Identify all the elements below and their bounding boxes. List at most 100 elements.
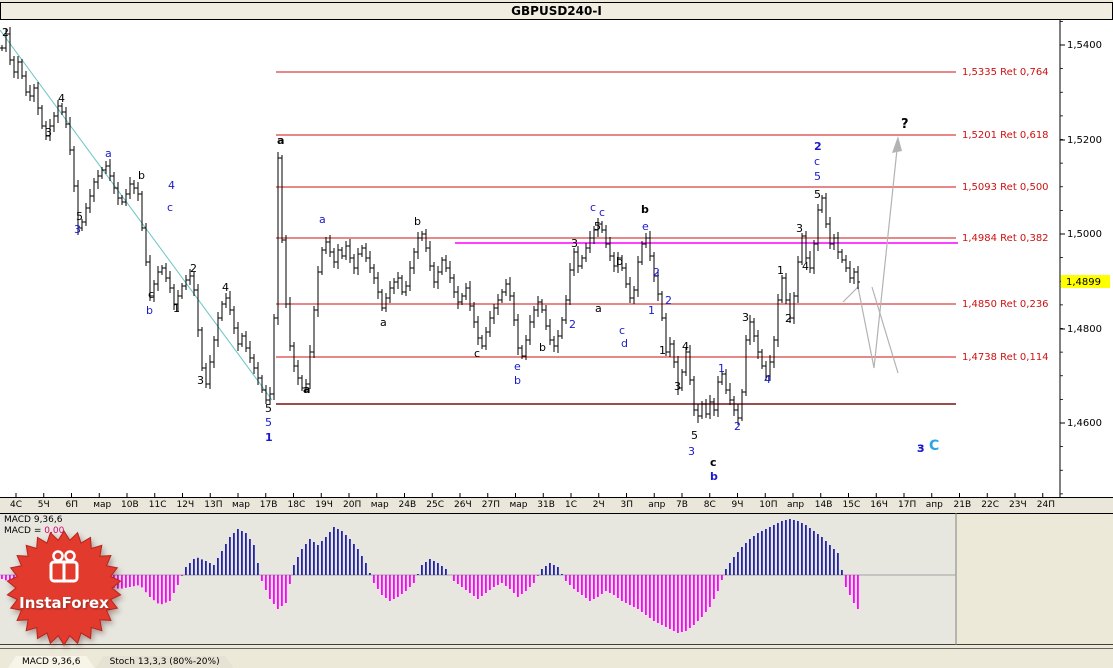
macd-bar-negative <box>517 575 519 597</box>
macd-bar-negative <box>5 575 7 581</box>
wave-label: a <box>277 134 284 147</box>
macd-bar-negative <box>161 575 163 605</box>
x-axis-label: 8С <box>703 500 716 510</box>
wave-label: 5 <box>814 170 821 183</box>
macd-indicator-panel[interactable] <box>0 513 1113 645</box>
macd-bar-positive <box>545 566 547 575</box>
wave-label: 3 <box>796 222 803 235</box>
macd-bar-positive <box>421 565 423 575</box>
macd-bar-positive <box>741 547 743 575</box>
x-axis-label: 18С <box>287 500 306 510</box>
macd-bar-negative <box>713 575 715 599</box>
macd-bar-positive <box>773 525 775 575</box>
macd-title: MACD 9,36,6 <box>4 515 63 525</box>
wave-label: 4 <box>168 179 175 192</box>
macd-bar-negative <box>181 575 183 576</box>
macd-bar-positive <box>821 537 823 575</box>
macd-bar-negative <box>593 575 595 599</box>
macd-bar-negative <box>125 575 127 588</box>
macd-bar-negative <box>605 575 607 591</box>
macd-bar-negative <box>585 575 587 598</box>
macd-bar-positive <box>785 520 787 575</box>
macd-bar-negative <box>157 575 159 604</box>
macd-bar-positive <box>213 565 215 575</box>
macd-bar-negative <box>401 575 403 594</box>
wave-label: 4 <box>682 340 689 353</box>
macd-bar-negative <box>477 575 479 599</box>
wave-label: b <box>138 169 145 182</box>
macd-bar-negative <box>457 575 459 584</box>
instaforex-starburst-icon <box>6 530 122 646</box>
chart-title-bar: GBPUSD240-I <box>0 2 1113 20</box>
wave-label: c <box>619 324 625 337</box>
gift-bow-right <box>64 550 76 562</box>
x-axis-label: 12Ч <box>176 500 195 510</box>
current-price-tag <box>1061 275 1110 288</box>
macd-bar-negative <box>609 575 611 593</box>
fib-level-label: 1,5335 Ret 0,764 <box>962 67 1049 78</box>
wave-label: a <box>319 213 326 226</box>
macd-bar-positive <box>189 563 191 575</box>
macd-bar-positive <box>353 544 355 575</box>
macd-bar-negative <box>385 575 387 598</box>
tab-stoch[interactable]: Stoch 13,3,3 (80%-20%) <box>96 656 234 668</box>
macd-bar-negative <box>681 575 683 632</box>
macd-bar-positive <box>761 531 763 575</box>
macd-bar-positive <box>753 536 755 575</box>
macd-bar-negative <box>625 575 627 603</box>
macd-bar-negative <box>265 575 267 590</box>
macd-bar-negative <box>289 575 291 584</box>
macd-bar-negative <box>709 575 711 607</box>
wave-label: ? <box>901 117 909 132</box>
wave-label: b <box>539 341 546 354</box>
wave-label: С <box>929 438 939 454</box>
macd-bar-negative <box>409 575 411 587</box>
macd-bar-positive <box>445 569 447 575</box>
wave-label: c <box>599 206 605 219</box>
x-axis-label: мар <box>370 500 389 510</box>
macd-bar-positive <box>793 520 795 575</box>
macd-bar-negative <box>853 575 855 603</box>
macd-bar-negative <box>673 575 675 631</box>
x-axis-label: 25С <box>426 500 444 510</box>
macd-bar-negative <box>137 575 139 586</box>
macd-bar-negative <box>597 575 599 597</box>
macd-bar-negative <box>637 575 639 609</box>
macd-bar-negative <box>277 575 279 609</box>
macd-bar-positive <box>233 533 235 575</box>
macd-bar-negative <box>677 575 679 633</box>
macd-bar-negative <box>697 575 699 621</box>
macd-bar-negative <box>669 575 671 629</box>
price-bars <box>0 27 860 425</box>
macd-bar-negative <box>397 575 399 597</box>
wave-label: 1 <box>265 431 273 444</box>
macd-bar-negative <box>621 575 623 601</box>
macd-bar-negative <box>565 575 567 581</box>
wave-label: 2 <box>785 312 792 325</box>
macd-bar-positive <box>229 537 231 575</box>
wave-label: 1 <box>718 362 725 375</box>
macd-bar-positive <box>825 541 827 575</box>
macd-bar-positive <box>797 521 799 575</box>
indicator-tab-strip: MACD 9,36,6 Stoch 13,3,3 (80%-20%) <box>0 648 1113 662</box>
macd-bar-negative <box>269 575 271 599</box>
macd-bar-negative <box>281 575 283 606</box>
gift-bow-left <box>52 550 64 562</box>
price-chart-canvas[interactable]: 1,5335 Ret 0,764 1,5201 Ret 0,618 1,5093 R… <box>0 20 1113 497</box>
starburst-shape <box>6 530 122 646</box>
wave-label: 2 <box>653 266 660 279</box>
macd-bar-negative <box>645 575 647 615</box>
macd-bar-positive <box>249 539 251 575</box>
wave-label: 1 <box>777 264 784 277</box>
wave-label: c <box>148 288 154 301</box>
macd-bar-positive <box>361 556 363 575</box>
macd-bar-positive <box>441 566 443 575</box>
macd-bar-positive <box>341 531 343 575</box>
descending-trendline <box>0 29 273 401</box>
macd-bar-positive <box>433 561 435 575</box>
wave-label: 3 <box>674 380 681 393</box>
macd-bar-negative <box>653 575 655 621</box>
x-axis-label: 14В <box>814 500 833 510</box>
projection-line <box>871 286 899 374</box>
tab-macd[interactable]: MACD 9,36,6 <box>8 656 94 668</box>
